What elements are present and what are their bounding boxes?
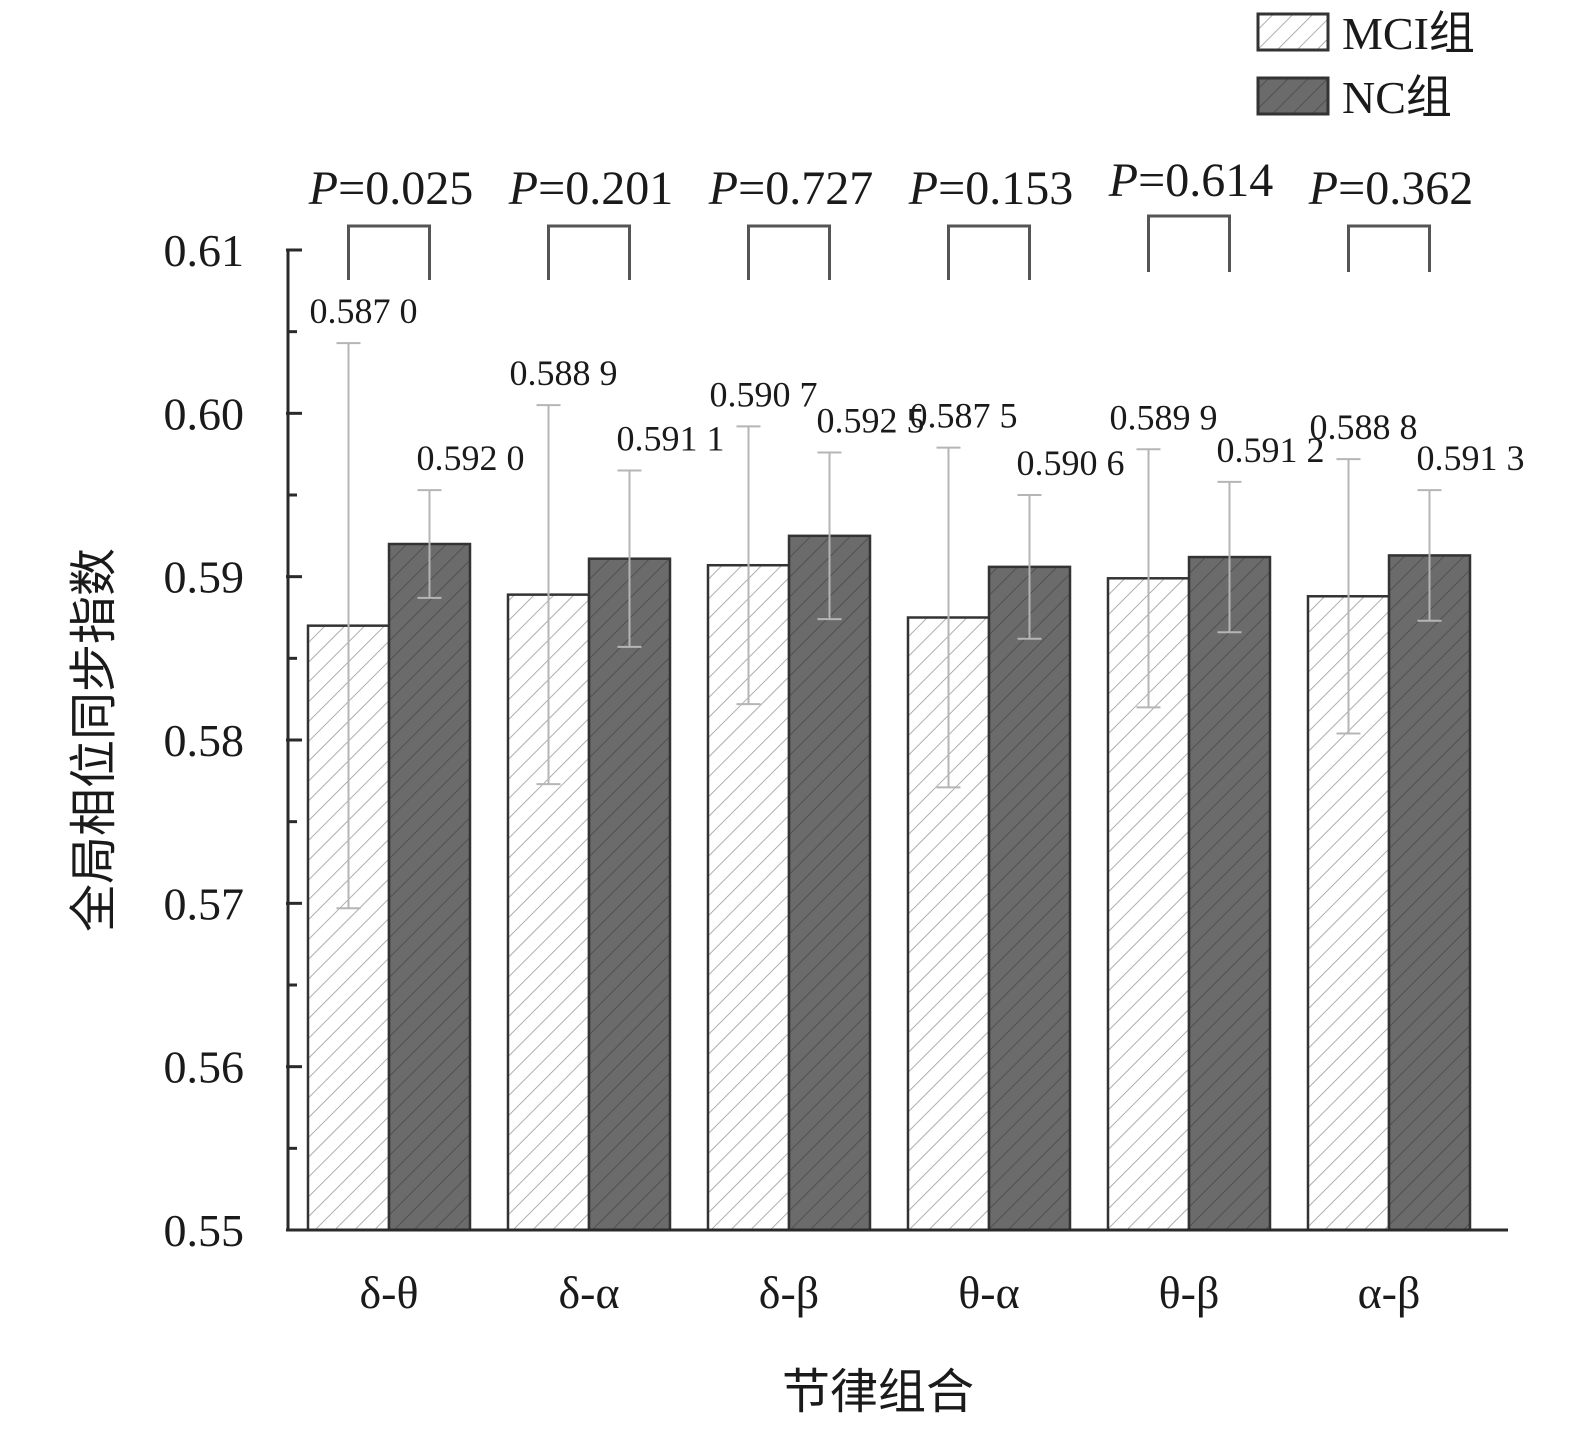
p-value-brackets: P=0.025 P=0.201 P=0.727 P=0.153 P=0.614 P=0.3… [308,154,1473,280]
value-label-nc: 0.591 2 [1217,430,1325,470]
p-value-bracket [347,224,431,280]
p-value: =0.362 [1338,162,1473,215]
x-tick-label: δ-θ [359,1267,418,1318]
p-value-label: P=0.727 [708,162,873,215]
legend-swatch-mci [1256,12,1330,52]
x-tick-label: θ-β [1159,1267,1220,1318]
value-label-mci: 0.588 8 [1310,407,1418,447]
value-label-nc: 0.591 1 [617,419,725,459]
x-tick-label: α-β [1358,1267,1421,1318]
p-value-label: P=0.153 [908,162,1073,215]
p-value-bracket [1347,224,1431,272]
p-value: =0.614 [1138,154,1273,207]
bar-nc [1187,555,1272,1232]
x-axis: δ-θ δ-α δ-β θ-α θ-β α-β [288,1228,1508,1318]
p-value: =0.727 [738,162,873,215]
legend-item-nc: NC组 [1256,72,1452,123]
x-tick-label: θ-α [958,1267,1019,1318]
p-symbol: P [1108,154,1138,207]
p-value-bracket [747,224,831,280]
p-symbol: P [908,162,938,215]
y-axis: 0.55 0.56 0.57 0.58 0.59 0.60 0.61 [164,225,302,1256]
value-label-nc: 0.592 0 [417,438,525,478]
value-label-mci: 0.588 9 [510,353,618,393]
x-tick-label: δ-β [759,1267,819,1318]
p-value-bracket [547,224,631,280]
value-label-nc: 0.590 6 [1017,443,1125,483]
legend-label-nc: NC组 [1342,72,1452,123]
p-symbol: P [508,162,538,215]
value-label-nc: 0.592 5 [817,401,925,441]
p-value-bracket [947,224,1031,280]
legend: MCI组 NC组 [1256,8,1475,123]
p-value: =0.153 [938,162,1073,215]
p-symbol: P [708,162,738,215]
p-value-label: P=0.362 [1308,162,1473,215]
value-label-mci: 0.587 0 [310,291,418,331]
x-tick-label: δ-α [558,1267,619,1318]
bar-nc [587,557,672,1232]
bars [306,534,1472,1232]
p-symbol: P [1308,162,1338,215]
p-value-label: P=0.025 [308,162,473,215]
value-label-mci: 0.589 9 [1110,397,1218,437]
value-labels: 0.587 0 0.592 0 0.588 9 0.591 1 0.590 70.592… [310,291,1525,483]
y-tick-label: 0.60 [164,388,245,439]
x-axis-title: 节律组合 [782,1366,974,1419]
value-label-nc: 0.591 3 [1417,438,1525,478]
value-label-mci: 0.587 5 [910,396,1018,436]
bar-nc [787,534,872,1232]
error-bars [336,342,1442,910]
p-value: =0.201 [538,162,673,215]
bar-nc [987,565,1072,1232]
y-tick-label: 0.61 [164,225,245,276]
bar-nc [387,542,472,1232]
y-tick-label: 0.59 [164,552,245,603]
bar-nc [1387,554,1472,1232]
y-axis-title: 全局相位同步指数 [68,548,121,932]
value-label-mci: 0.590 7 [710,374,818,414]
y-tick-label: 0.55 [164,1205,245,1256]
legend-label-mci: MCI组 [1342,8,1475,59]
p-value-label: P=0.201 [508,162,673,215]
p-value-bracket [1147,214,1231,272]
y-tick-label: 0.58 [164,715,245,766]
p-value-label: P=0.614 [1108,154,1273,207]
p-symbol: P [308,162,338,215]
legend-item-mci: MCI组 [1256,8,1475,59]
p-value: =0.025 [338,162,473,215]
y-tick-label: 0.57 [164,878,245,929]
legend-swatch-nc [1256,76,1330,116]
y-tick-label: 0.56 [164,1042,245,1093]
